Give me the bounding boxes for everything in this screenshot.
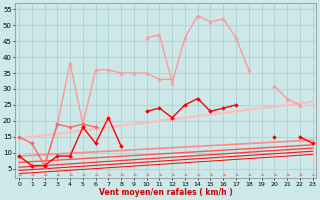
X-axis label: Vent moyen/en rafales ( km/h ): Vent moyen/en rafales ( km/h ) bbox=[99, 188, 233, 197]
